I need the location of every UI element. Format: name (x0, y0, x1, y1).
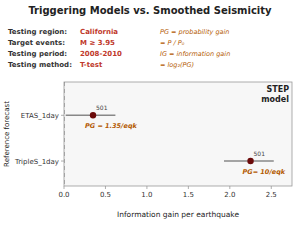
point (90, 112, 96, 118)
y-tick (61, 161, 64, 162)
info-label: Target events: (8, 39, 65, 47)
x-tick (146, 186, 147, 189)
info-label: Testing method: (8, 61, 72, 69)
x-tick-label: 0.0 (58, 191, 69, 199)
info-value: 2008-2010 (80, 50, 122, 58)
x-tick (271, 186, 272, 189)
y-axis-label: Reference forecast (3, 101, 11, 167)
x-tick (229, 186, 230, 189)
count-label: 501 (254, 150, 266, 157)
info-label: Testing region: (8, 28, 67, 36)
x-tick-label: 2.5 (266, 191, 277, 199)
x-tick-label: 1.5 (183, 191, 194, 199)
x-tick (105, 186, 106, 189)
x-tick-label: 1.0 (141, 191, 152, 199)
info-note: = P / P₀ (160, 39, 185, 47)
pg-label: PG= 10/eqk (243, 168, 286, 176)
count-label: 501 (96, 104, 108, 111)
x-axis-label: Information gain per earthquake (117, 210, 239, 219)
model-label: STEPmodel (261, 85, 289, 104)
x-tick-label: 2.0 (224, 191, 235, 199)
x-tick (188, 186, 189, 189)
pg-label: PG = 1.35/eqk (85, 122, 138, 130)
plot-frame (64, 82, 292, 186)
info-value: M ≥ 3.95 (80, 39, 115, 47)
x-tick-label: 0.5 (100, 191, 111, 199)
model-label-line: STEP (266, 85, 289, 94)
title: Triggering Models vs. Smoothed Seismicit… (28, 5, 272, 16)
info-value: California (80, 28, 118, 36)
info-note: = log₂(PG) (160, 61, 194, 69)
info-label: Testing period: (8, 50, 67, 58)
y-tick (61, 115, 64, 116)
info-note: IG = information gain (160, 50, 230, 58)
y-tick-label: TripleS_1day (14, 158, 59, 166)
info-note: PG = probability gain (160, 28, 229, 36)
model-label-line: model (261, 95, 289, 104)
x-tick (64, 186, 65, 189)
y-tick-label: ETAS_1day (21, 112, 59, 120)
chart: Triggering Models vs. Smoothed Seismicit… (0, 0, 300, 225)
point (247, 158, 253, 164)
reference-line (64, 82, 65, 186)
info-value: T-test (80, 61, 103, 69)
